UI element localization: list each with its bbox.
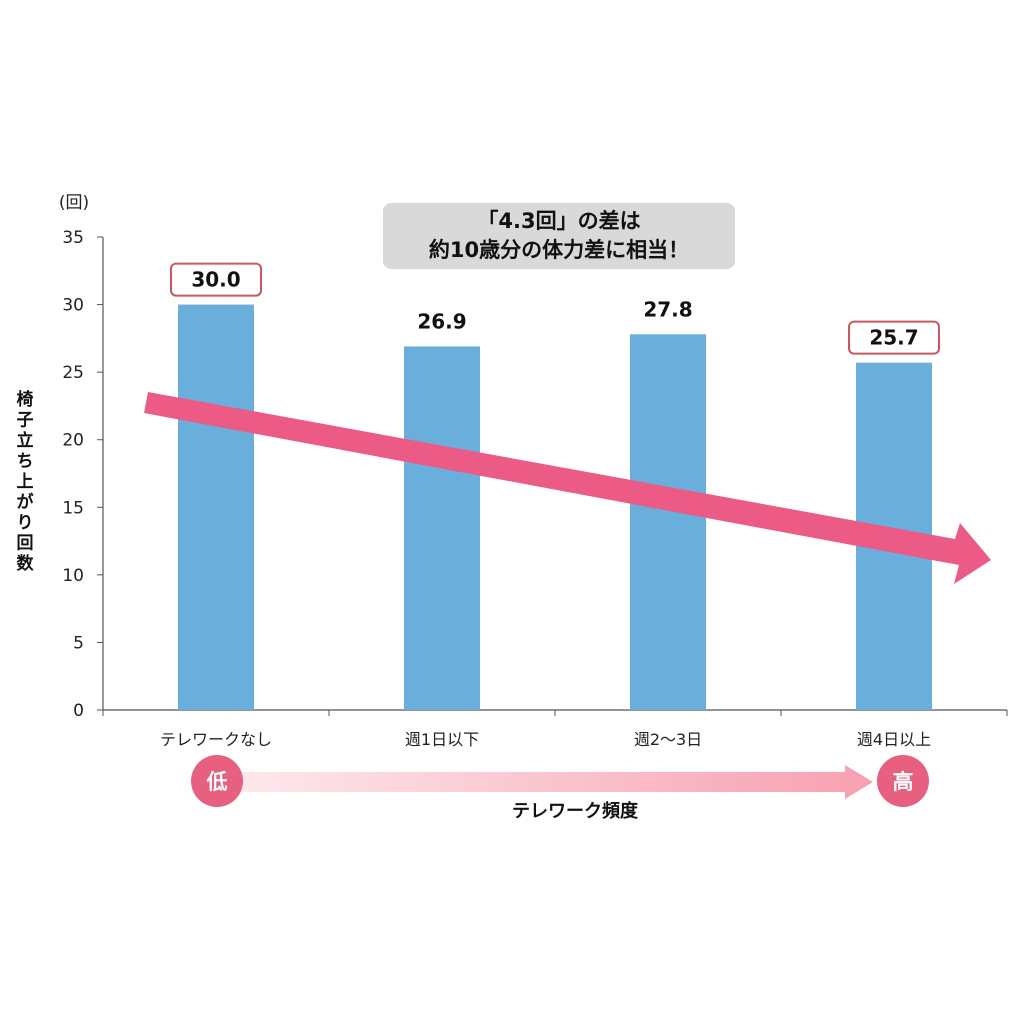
annotation-box [383,203,735,269]
value-label-box [848,320,940,355]
category-label: テレワークなし [160,730,272,749]
y-axis-title: 椅子立ち上がり回数 [17,389,35,574]
bar [178,304,254,710]
value-label: 25.7 [869,326,918,350]
category-label: 週4日以上 [857,730,931,749]
y-tick-label: 25 [62,363,84,383]
y-tick-label: 30 [62,296,84,316]
y-unit-label: (回) [59,193,89,213]
bar [630,334,706,710]
high-label: 高 [893,770,914,794]
value-label: 26.9 [417,309,466,333]
category-label: 週2〜3日 [634,730,702,749]
bar [404,346,480,710]
low-circle [191,755,243,807]
y-tick-label: 20 [62,431,84,451]
value-label: 27.8 [643,297,692,321]
frequency-arrow [240,765,873,799]
y-tick-label: 0 [73,701,84,721]
high-circle [877,755,929,807]
y-tick-label: 10 [62,566,84,586]
annotation-line-1: 「4.3回」の差は [477,209,640,233]
y-tick-label: 15 [62,498,84,518]
y-tick-label: 35 [62,228,84,248]
low-label: 低 [206,770,228,794]
value-label-box [170,262,262,297]
value-label: 30.0 [191,268,240,292]
category-label: 週1日以下 [405,730,479,749]
y-tick-label: 5 [73,633,84,653]
annotation-line-2: 約10歳分の体力差に相当！ [429,238,689,262]
x-axis-title: テレワーク頻度 [512,800,639,822]
trend-arrow [144,392,991,584]
